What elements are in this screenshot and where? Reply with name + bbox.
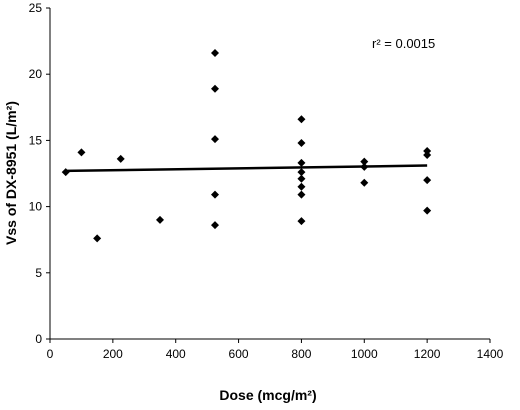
data-point	[211, 221, 219, 230]
data-point	[211, 49, 219, 58]
data-point	[360, 162, 369, 171]
x-tick-label: 1200	[414, 347, 441, 361]
data-point	[423, 176, 432, 185]
x-axis-label: Dose (mcg/m²)	[219, 387, 316, 403]
data-point	[297, 168, 306, 177]
data-point	[297, 174, 306, 183]
x-tick-label: 0	[47, 347, 54, 361]
data-point	[297, 158, 306, 167]
data-point	[423, 206, 432, 215]
data-point	[360, 157, 369, 166]
data-point	[297, 217, 306, 226]
y-tick-label: 15	[29, 133, 43, 147]
annotation: r² = 0.0015	[372, 36, 435, 51]
data-point	[77, 148, 86, 157]
x-tick-label: 600	[229, 347, 249, 361]
x-tick-label: 800	[291, 347, 311, 361]
data-point	[156, 215, 164, 224]
data-point	[297, 139, 306, 148]
data-point	[211, 84, 219, 93]
y-tick-label: 10	[29, 200, 43, 214]
x-tick-label: 1000	[351, 347, 378, 361]
y-tick-label: 20	[29, 67, 43, 81]
x-tick-label: 200	[103, 347, 123, 361]
data-point	[297, 190, 306, 199]
data-point	[61, 168, 70, 177]
data-point	[360, 178, 369, 187]
y-tick-label: 25	[29, 1, 43, 15]
x-tick-label: 400	[166, 347, 186, 361]
data-point	[297, 115, 306, 124]
data-point	[211, 135, 219, 144]
x-tick-label: 1400	[477, 347, 504, 361]
data-point	[211, 190, 219, 199]
data-point	[297, 182, 306, 191]
data-point	[423, 150, 432, 159]
y-tick-label: 0	[35, 332, 42, 346]
y-axis-label: Vss of DX-8951 (L/m²)	[3, 101, 19, 245]
data-point	[116, 154, 125, 163]
data-point	[93, 234, 102, 243]
trend-line	[65, 164, 428, 173]
y-tick-label: 5	[35, 266, 42, 280]
